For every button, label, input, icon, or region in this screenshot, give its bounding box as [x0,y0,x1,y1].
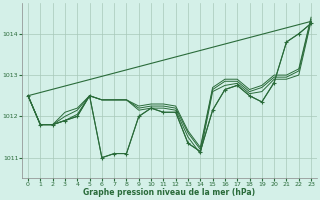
X-axis label: Graphe pression niveau de la mer (hPa): Graphe pression niveau de la mer (hPa) [84,188,256,197]
